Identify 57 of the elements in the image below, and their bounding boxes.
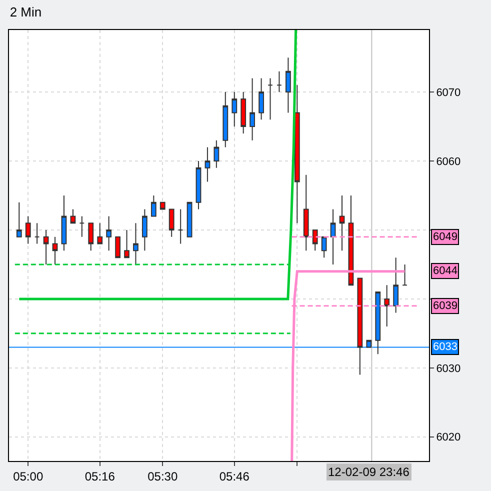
candlestick [150, 195, 156, 217]
candlestick [115, 236, 120, 258]
candlestick [312, 229, 318, 252]
candlestick [25, 216, 31, 244]
chart-title: 2 Min [10, 4, 42, 20]
candlestick [97, 222, 103, 244]
candlestick [303, 174, 309, 252]
candlestick [204, 146, 210, 182]
candlestick [393, 257, 399, 314]
line-series [18, 30, 298, 300]
candlestick [222, 92, 228, 148]
candlestick [258, 78, 264, 120]
candlestick [384, 284, 390, 328]
candlestick [294, 84, 300, 224]
candlestick [178, 208, 184, 244]
candlestick [142, 208, 148, 252]
candlestick [240, 92, 246, 134]
x-tick-label: 05:00 [13, 469, 44, 484]
annotation: 12-02-09 23:46 [328, 465, 410, 479]
candlestick [133, 222, 138, 265]
candlestick [402, 264, 408, 286]
x-tick-label: 05:46 [219, 469, 250, 484]
candlestick [330, 208, 336, 265]
candlestick [168, 208, 174, 238]
candlestick [321, 236, 327, 258]
candlestick [196, 160, 202, 210]
ref-line-label: 6033 [433, 341, 458, 353]
candlestick [268, 78, 273, 120]
y-tick-label: 6070 [436, 86, 461, 99]
candlestick [43, 229, 49, 265]
candlestick [160, 202, 166, 210]
series-label: 6049 [433, 231, 458, 243]
candlestick [70, 208, 76, 224]
candlestick [276, 70, 282, 93]
candlestick [357, 278, 363, 376]
text: 6044 [433, 265, 458, 277]
candlestick [232, 92, 238, 128]
candlestick [16, 202, 22, 238]
candlestick [52, 236, 58, 265]
candlestick [34, 222, 40, 244]
y-tick-label: 6030 [436, 362, 461, 375]
candlestick [124, 229, 130, 258]
candlestick [339, 195, 345, 252]
candlestick [79, 216, 85, 238]
candlestick [250, 78, 255, 141]
series-label: 6039 [433, 300, 458, 312]
x-tick-label: 05:30 [148, 469, 178, 484]
y-tick-label: 6020 [436, 432, 461, 444]
y-tick-label: 6060 [436, 156, 461, 168]
candlestick [214, 140, 220, 168]
candlestick [61, 195, 67, 252]
candlestick [348, 195, 354, 286]
x-tick-label: 05:16 [84, 469, 116, 484]
candlestick [106, 216, 112, 252]
candlestick [286, 57, 291, 114]
candlestick [88, 222, 94, 252]
candlestick [186, 202, 192, 238]
